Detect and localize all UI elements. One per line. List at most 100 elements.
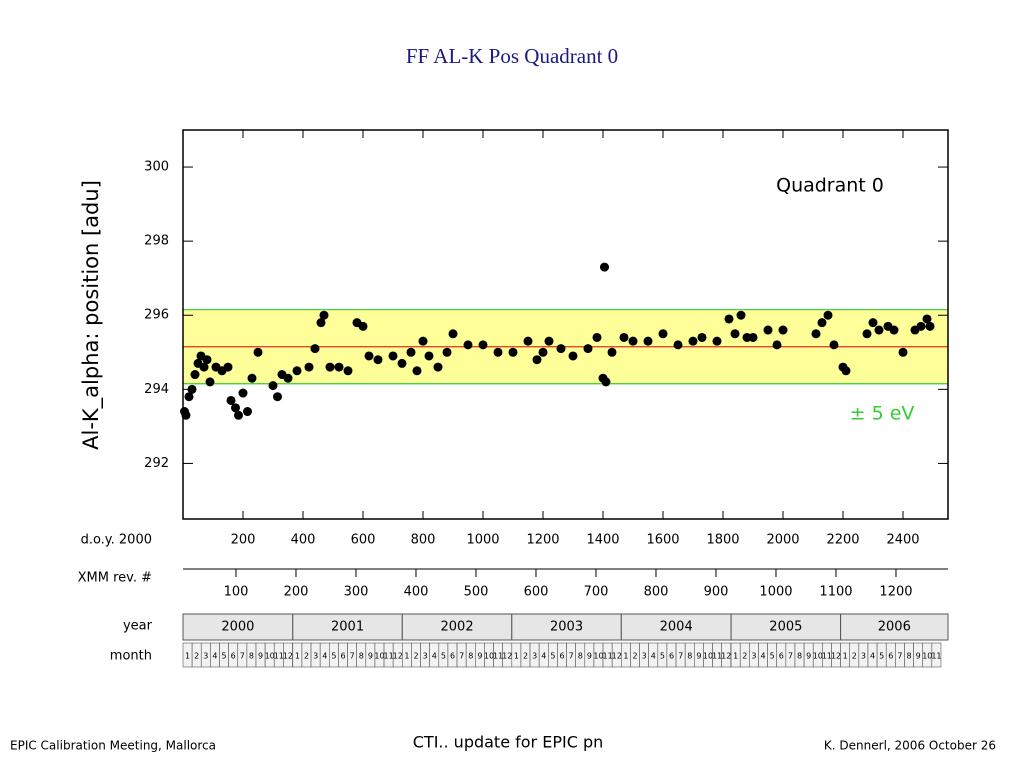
month-text: 5 xyxy=(441,652,446,661)
data-point xyxy=(202,355,212,365)
month-text: 2 xyxy=(632,652,637,661)
data-point xyxy=(730,329,740,339)
rev-axis-label: XMM rev. # xyxy=(78,571,152,586)
month-text: 12 xyxy=(502,652,512,661)
month-text: 10 xyxy=(813,652,823,661)
band-label: ± 5 eV xyxy=(850,403,915,425)
year-box xyxy=(511,613,622,641)
month-text: 11 xyxy=(603,652,613,661)
rev-tick-label: 400 xyxy=(404,585,429,600)
data-point xyxy=(199,362,209,372)
x-tick-label: 1400 xyxy=(586,533,619,548)
month-text: 4 xyxy=(760,652,765,661)
x-tick-label: 1000 xyxy=(466,533,499,548)
data-point xyxy=(223,362,233,372)
month-text: 6 xyxy=(340,652,345,661)
data-point xyxy=(607,347,617,357)
data-point xyxy=(205,377,215,387)
data-point xyxy=(433,362,443,372)
month-box xyxy=(931,642,942,668)
data-point xyxy=(532,355,542,365)
month-text: 9 xyxy=(368,652,373,661)
data-point xyxy=(273,392,282,402)
month-text: 7 xyxy=(678,652,683,661)
data-point xyxy=(658,329,668,339)
month-text: 3 xyxy=(313,652,318,661)
data-point xyxy=(673,340,683,350)
month-text: 10 xyxy=(265,652,275,661)
month-text: 10 xyxy=(484,652,494,661)
footer-center: CTI.. update for EPIC pn xyxy=(413,733,604,752)
y-tick-label: 298 xyxy=(144,234,169,249)
month-text: 5 xyxy=(879,652,884,661)
month-text: 10 xyxy=(703,652,713,661)
month-text: 9 xyxy=(916,652,921,661)
data-point xyxy=(628,336,638,346)
month-text: 3 xyxy=(532,652,537,661)
data-point xyxy=(268,381,278,391)
month-text: 1 xyxy=(623,652,628,661)
month-text: 9 xyxy=(806,652,811,661)
y-tick-label: 296 xyxy=(144,308,169,323)
month-text: 12 xyxy=(612,652,622,661)
month-text: 12 xyxy=(831,652,841,661)
data-point xyxy=(358,321,368,331)
data-point xyxy=(697,332,707,342)
data-point xyxy=(478,340,488,350)
data-point xyxy=(523,336,533,346)
month-text: 7 xyxy=(459,652,464,661)
data-point xyxy=(841,366,851,376)
x-tick-label: 1800 xyxy=(706,533,739,548)
month-text: 6 xyxy=(779,652,784,661)
month-text: 3 xyxy=(203,652,208,661)
month-text: 5 xyxy=(550,652,555,661)
month-text: 7 xyxy=(240,652,245,661)
month-text: 11 xyxy=(712,652,722,661)
year-box xyxy=(182,613,294,641)
month-text: 6 xyxy=(669,652,674,661)
rev-tick-label: 1000 xyxy=(759,585,792,600)
month-text: 8 xyxy=(906,652,911,661)
month-text: 8 xyxy=(687,652,692,661)
x-tick-label: 200 xyxy=(231,533,256,548)
month-text: 12 xyxy=(283,652,293,661)
month-text: 8 xyxy=(249,652,254,661)
month-text: 3 xyxy=(861,652,866,661)
month-text: 8 xyxy=(468,652,473,661)
year-box xyxy=(620,613,732,641)
data-point xyxy=(600,262,609,272)
data-point xyxy=(688,336,698,346)
data-point xyxy=(310,344,320,354)
x-tick-label: 600 xyxy=(351,533,376,548)
y-tick-label: 292 xyxy=(144,456,169,471)
y-axis-label: Al-K_alpha: position [adu] xyxy=(79,180,104,450)
month-text: 2 xyxy=(742,652,747,661)
data-point xyxy=(190,370,200,380)
month-text: 3 xyxy=(751,652,756,661)
annotation: Quadrant 0 xyxy=(776,175,884,197)
month-text: 7 xyxy=(350,652,355,661)
month-text: 9 xyxy=(477,652,482,661)
data-point xyxy=(601,377,611,387)
month-text: 5 xyxy=(660,652,665,661)
rev-tick-label: 500 xyxy=(464,585,489,600)
data-point xyxy=(292,366,302,376)
year-text: 2005 xyxy=(769,620,802,635)
rev-tick-label: 700 xyxy=(584,585,609,600)
data-point xyxy=(508,347,518,357)
data-point xyxy=(829,340,839,350)
month-text: 11 xyxy=(822,652,832,661)
rev-tick-label: 200 xyxy=(284,585,309,600)
data-point xyxy=(592,332,602,342)
month-text: 4 xyxy=(541,652,546,661)
data-point xyxy=(922,314,932,324)
month-text: 4 xyxy=(870,652,875,661)
data-point xyxy=(283,373,293,383)
year-text: 2000 xyxy=(221,620,254,635)
data-point xyxy=(817,318,827,328)
month-text: 2 xyxy=(852,652,857,661)
data-point xyxy=(748,332,758,342)
data-point xyxy=(778,325,788,335)
month-text: 9 xyxy=(696,652,701,661)
